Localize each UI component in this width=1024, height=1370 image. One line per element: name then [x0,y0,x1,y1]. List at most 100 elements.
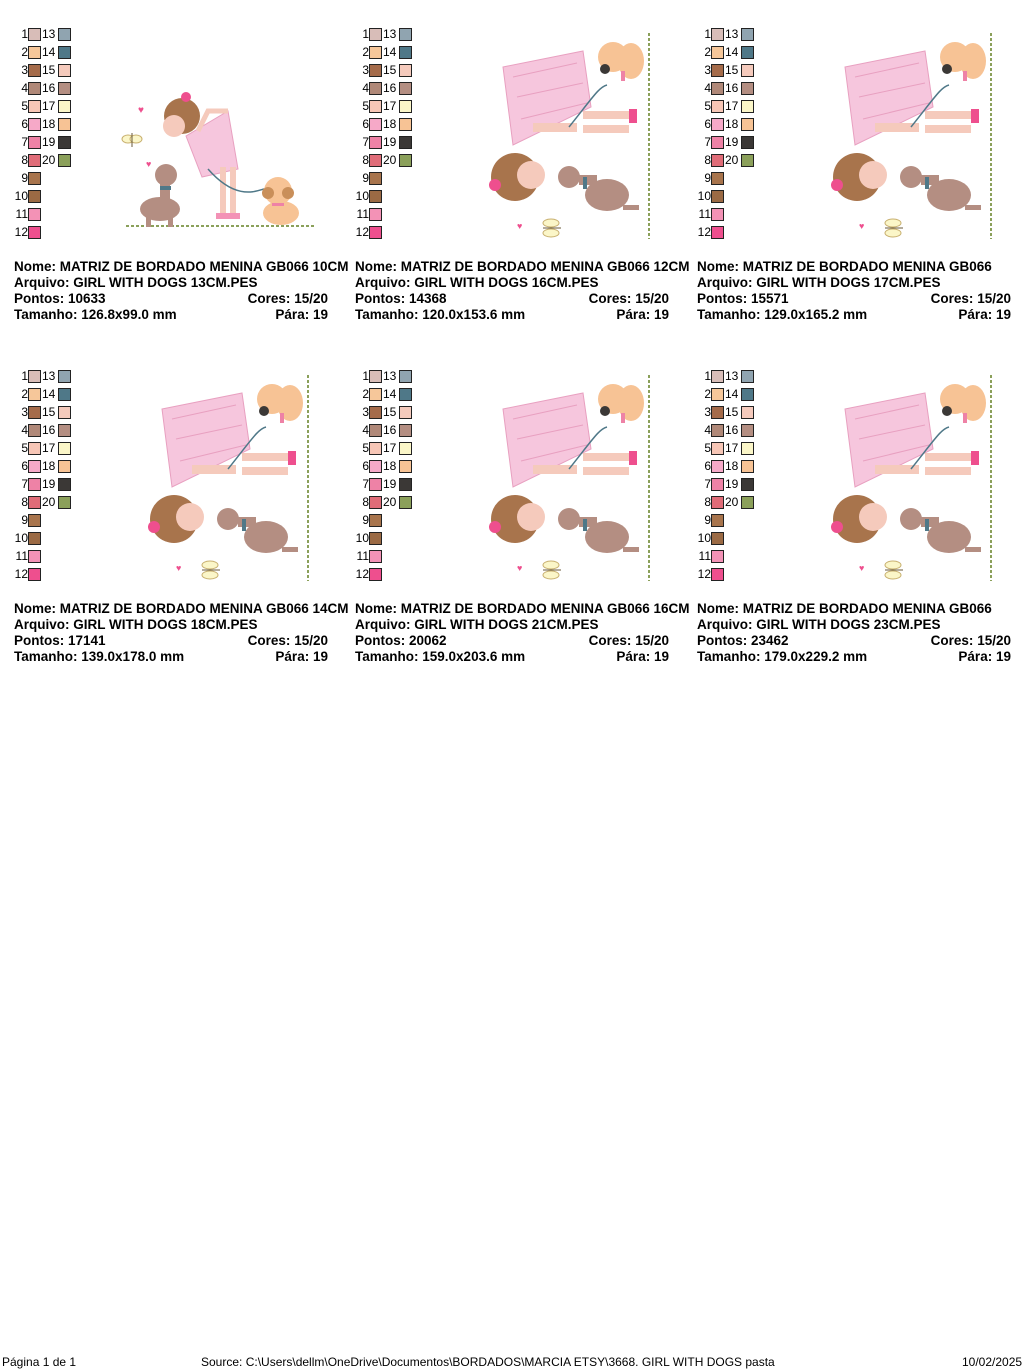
color-number: 7 [21,477,28,491]
color-swatch [58,28,71,41]
color-number: 4 [362,81,369,95]
color-number: 11 [698,549,711,563]
design-name: MATRIZ DE BORDADO MENINA GB066 [742,601,992,616]
color-number: 10 [14,189,28,203]
color-swatch [399,100,412,113]
grey-dog [900,166,981,211]
color-swatch [58,82,71,95]
nome-label: Nome: [355,259,398,274]
design-card: 1 13 2 14 3 15 4 16 5 17 6 18 7 19 8 20 9 10 11 12 [355,27,697,347]
color-swatch [369,154,382,167]
color-number: 13 [42,369,56,383]
footer-source-path: Source: C:\Users\dellm\OneDrive\Document… [201,1355,775,1369]
color-swatch [711,478,724,491]
color-number: 13 [725,27,739,41]
color-number: 9 [362,171,369,185]
tamanho-label: Tamanho: [355,649,419,664]
color-swatch [399,424,412,437]
color-swatch [28,208,41,221]
color-number: 7 [362,135,369,149]
para-label: Pára: [616,307,651,322]
color-number: 12 [14,567,28,581]
stitch-count: 20062 [409,633,447,648]
arquivo-label: Arquivo: [14,617,70,632]
color-swatch [58,460,71,473]
color-count: 15/20 [977,291,1011,306]
color-swatch [369,100,382,113]
nome-label: Nome: [14,601,57,616]
heart-icon: ♥ [146,159,151,169]
color-swatch [28,460,41,473]
color-swatch [399,28,412,41]
color-swatch [741,496,754,509]
color-swatch [369,514,382,527]
tamanho-label: Tamanho: [14,307,78,322]
color-number: 13 [383,27,397,41]
color-number: 4 [704,81,711,95]
color-swatch [369,496,382,509]
color-swatch [369,370,382,383]
color-swatch [58,370,71,383]
color-swatch [399,460,412,473]
color-number: 1 [362,27,369,41]
tan-puppy [598,384,644,423]
design-size: 159.0x203.6 mm [422,649,526,664]
tan-puppy [257,384,303,423]
butterfly-icon [542,218,561,238]
embroidery-design-image: ♥ [489,33,650,239]
color-number: 16 [725,81,739,95]
color-count: 15/20 [635,291,669,306]
color-number: 8 [362,153,369,167]
color-swatch [399,406,412,419]
color-number: 10 [697,189,711,203]
color-swatch [711,388,724,401]
color-swatch [58,154,71,167]
grey-dog [140,164,180,227]
color-number: 20 [42,153,56,167]
color-number: 14 [725,387,739,401]
color-number: 6 [704,117,711,131]
color-swatch [711,460,724,473]
cores-label: Cores: [247,633,291,648]
color-number: 11 [356,549,369,563]
color-swatch [399,136,412,149]
color-swatch [28,226,41,239]
color-swatch [369,478,382,491]
file-name: GIRL WITH DOGS 17CM.PES [756,275,941,290]
color-count: 15/20 [635,633,669,648]
pontos-label: Pontos: [355,633,406,648]
color-number: 7 [21,135,28,149]
color-number: 16 [42,423,56,437]
color-number: 15 [383,405,397,419]
color-swatch [28,442,41,455]
color-number: 12 [697,225,711,239]
color-swatch [58,46,71,59]
color-number: 17 [42,99,56,113]
embroidery-design-image: ♥ [831,33,992,239]
butterfly-icon [201,560,220,580]
color-swatch [399,478,412,491]
color-count: 15/20 [294,291,328,306]
color-number: 12 [355,225,369,239]
tan-puppy [940,384,986,423]
tan-puppy [940,42,986,81]
heart-icon: ♥ [517,221,522,231]
cores-label: Cores: [930,633,974,648]
butterfly-icon [884,560,903,580]
design-size: 120.0x153.6 mm [422,307,526,322]
color-number: 9 [21,171,28,185]
heart-icon: ♥ [859,563,864,573]
grey-dog [558,508,639,553]
tan-puppy [598,42,644,81]
heart-icon: ♥ [859,221,864,231]
color-number: 20 [383,495,397,509]
design-card: 1 13 2 14 3 15 4 16 5 17 6 18 7 19 8 20 9 10 11 12 [697,369,1024,689]
design-card: 1 13 2 14 3 15 4 16 5 17 6 18 7 19 8 20 9 10 11 12 [14,369,356,689]
color-swatch [741,28,754,41]
butterfly-icon [542,560,561,580]
color-number: 3 [362,63,369,77]
color-swatch [399,496,412,509]
color-number: 2 [21,387,28,401]
color-number: 19 [383,477,397,491]
para-label: Pára: [958,649,993,664]
